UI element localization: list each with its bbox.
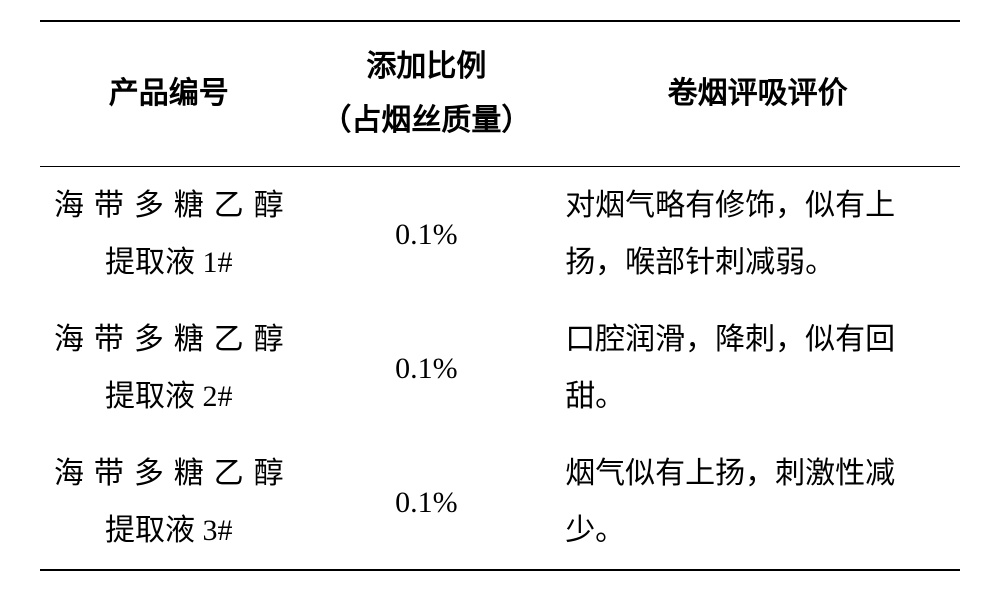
product-line1: 海带多糖乙醇 xyxy=(48,445,290,502)
eval-line1: 烟气似有上扬，刺激性减 xyxy=(565,457,895,490)
eval-line2: 少。 xyxy=(565,514,625,547)
table-header-row: 产品编号 添加比例 （占烟丝质量） 卷烟评吸评价 xyxy=(40,21,960,167)
header-ratio: 添加比例 （占烟丝质量） xyxy=(298,21,556,167)
product-line2: 提取液 2# xyxy=(48,368,290,425)
eval-line1: 对烟气略有修饰，似有上 xyxy=(565,189,895,222)
header-ratio-line2: （占烟丝质量） xyxy=(321,104,531,137)
header-evaluation-label: 卷烟评吸评价 xyxy=(668,77,848,110)
cell-evaluation: 对烟气略有修饰，似有上 扬，喉部针刺减弱。 xyxy=(555,167,960,302)
product-line1: 海带多糖乙醇 xyxy=(48,311,290,368)
header-ratio-line1: 添加比例 xyxy=(366,50,486,83)
cell-evaluation: 口腔润滑，降刺，似有回 甜。 xyxy=(555,301,960,435)
cell-ratio: 0.1% xyxy=(298,167,556,302)
eval-line1: 口腔润滑，降刺，似有回 xyxy=(565,323,895,356)
table-row: 海带多糖乙醇 提取液 1# 0.1% 对烟气略有修饰，似有上 扬，喉部针刺减弱。 xyxy=(40,167,960,302)
cell-ratio: 0.1% xyxy=(298,435,556,570)
cell-product: 海带多糖乙醇 提取液 2# xyxy=(40,301,298,435)
ratio-value: 0.1% xyxy=(395,218,458,251)
header-evaluation: 卷烟评吸评价 xyxy=(555,21,960,167)
cell-product: 海带多糖乙醇 提取液 1# xyxy=(40,167,298,302)
product-line2: 提取液 1# xyxy=(48,234,290,291)
product-line1: 海带多糖乙醇 xyxy=(48,177,290,234)
header-product-label: 产品编号 xyxy=(109,77,229,110)
cell-evaluation: 烟气似有上扬，刺激性减 少。 xyxy=(555,435,960,570)
ratio-value: 0.1% xyxy=(395,352,458,385)
cell-product: 海带多糖乙醇 提取液 3# xyxy=(40,435,298,570)
header-product: 产品编号 xyxy=(40,21,298,167)
evaluation-table: 产品编号 添加比例 （占烟丝质量） 卷烟评吸评价 海带多糖乙醇 提取液 1# 0… xyxy=(40,20,960,571)
table-row: 海带多糖乙醇 提取液 2# 0.1% 口腔润滑，降刺，似有回 甜。 xyxy=(40,301,960,435)
cell-ratio: 0.1% xyxy=(298,301,556,435)
ratio-value: 0.1% xyxy=(395,486,458,519)
eval-line2: 扬，喉部针刺减弱。 xyxy=(565,246,835,279)
table-row: 海带多糖乙醇 提取液 3# 0.1% 烟气似有上扬，刺激性减 少。 xyxy=(40,435,960,570)
eval-line2: 甜。 xyxy=(565,380,625,413)
product-line2: 提取液 3# xyxy=(48,502,290,559)
